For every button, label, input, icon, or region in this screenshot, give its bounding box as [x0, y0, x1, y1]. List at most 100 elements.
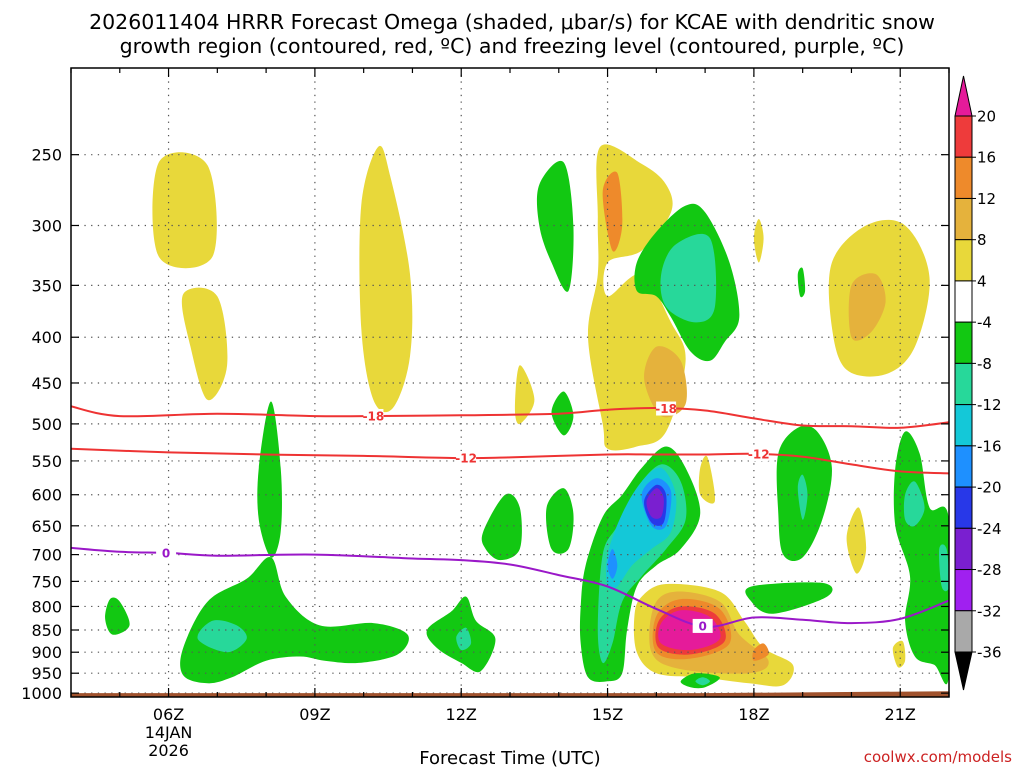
omega-region-neg8 — [456, 627, 472, 651]
omega-region-neg8 — [695, 677, 710, 686]
contour-label-bg — [692, 618, 713, 633]
y-tick-label: 1000 — [21, 684, 62, 703]
contour-label-bg — [456, 451, 477, 466]
x-axis-label: Forecast Time (UTC) — [419, 748, 600, 768]
colorbar-label: 16 — [977, 149, 996, 167]
contour-label-bg — [156, 545, 177, 560]
contour-dendritic-bottom — [71, 447, 949, 475]
contour-label: -12 — [455, 452, 477, 466]
y-tick-label: 250 — [31, 146, 62, 165]
colorbar-swatch — [954, 610, 973, 653]
y-axis: 250 300 350 400 450 500 550 600 650 700 750 800 850 9… — [21, 146, 949, 703]
omega-region-4 — [753, 219, 764, 263]
y-tick-label: 800 — [31, 597, 62, 616]
omega-region-neg8 — [903, 481, 925, 527]
omega-region-4 — [698, 455, 716, 504]
y-tick-label: 350 — [31, 276, 62, 295]
y-tick-label: 700 — [31, 546, 62, 565]
omega-region-12 — [602, 171, 623, 252]
contour-freezing-level — [71, 546, 949, 628]
colorbar-label: -36 — [977, 644, 1002, 662]
omega-region-neg4 — [536, 160, 574, 292]
colorbar-swatch — [954, 569, 973, 612]
omega-region-12 — [752, 643, 769, 661]
y-tick-label: 850 — [31, 621, 62, 640]
omega-region-neg4 — [797, 267, 806, 298]
y-tick-label: 500 — [31, 415, 62, 434]
omega-region-4 — [152, 152, 217, 269]
chart-title-line2: growth region (contoured, red, ºC) and f… — [120, 34, 905, 58]
y-tick-label: 300 — [31, 216, 62, 235]
y-tick-label: 900 — [31, 643, 62, 662]
x-year-label: 2026 — [148, 741, 189, 760]
colorbar-swatch — [954, 156, 973, 199]
colorbar-bottom-arrow — [954, 651, 973, 691]
colorbar-label: -24 — [977, 520, 1002, 538]
colorbar-label: 20 — [977, 108, 996, 126]
x-tick-label: 12Z — [446, 705, 477, 724]
omega-region-neg4 — [545, 488, 574, 554]
colorbar-label: -12 — [977, 396, 1002, 414]
colorbar-swatch — [954, 404, 973, 447]
y-tick-label: 600 — [31, 486, 62, 505]
omega-shading — [105, 144, 949, 689]
omega-region-4 — [892, 640, 906, 668]
x-tick-label: 15Z — [592, 705, 623, 724]
omega-region-neg24 — [646, 488, 664, 519]
contour-label-bg — [656, 401, 677, 416]
colorbar-swatch — [954, 486, 973, 529]
y-tick-label: 400 — [31, 328, 62, 347]
contour-label: 0 — [698, 619, 706, 633]
chart-title-line1: 2026011404 HRRR Forecast Omega (shaded, … — [89, 10, 935, 34]
colorbar-swatch — [954, 321, 973, 364]
x-tick-label: 21Z — [885, 705, 916, 724]
colorbar-label: -32 — [977, 602, 1002, 620]
y-tick-label: 750 — [31, 572, 62, 591]
colorbar-swatch — [954, 527, 973, 571]
plot-area: -18 -18 -12 -12 0 0 — [71, 68, 949, 697]
omega-region-4 — [846, 507, 867, 574]
colorbar-label: -28 — [977, 561, 1002, 579]
omega-region-4 — [514, 365, 535, 425]
colorbar-top-arrow — [954, 75, 973, 117]
y-tick-label: 450 — [31, 374, 62, 393]
omega-region-neg8 — [939, 544, 949, 592]
omega-region-8 — [848, 273, 886, 341]
contour-label: -18 — [655, 402, 677, 416]
y-tick-label: 650 — [31, 517, 62, 536]
colorbar-label: 8 — [977, 231, 987, 249]
x-date-label: 14JAN — [145, 723, 193, 742]
colorbar-label: -20 — [977, 479, 1002, 497]
omega-region-8 — [644, 346, 687, 418]
colorbar-label: 12 — [977, 190, 996, 208]
x-tick-label: 09Z — [299, 705, 330, 724]
colorbar-label: 4 — [977, 272, 987, 290]
x-tick-label: 18Z — [738, 705, 769, 724]
omega-region-neg4 — [180, 557, 409, 684]
colorbar-swatch — [954, 445, 973, 488]
omega-region-neg4 — [745, 582, 833, 614]
credit-text: coolwx.com/models — [864, 748, 1012, 766]
temperature-contours: -18 -18 -12 -12 0 0 — [71, 401, 949, 633]
colorbar: 20 16 12 8 4 -4 -8 -12 -16 -20 -24 -28 -32 -36 — [954, 75, 1002, 691]
contour-label: -18 — [363, 409, 385, 423]
omega-region-neg4 — [105, 597, 130, 635]
contour-label: 0 — [162, 546, 170, 560]
contour-dendritic-top — [71, 405, 949, 429]
contour-label-bg — [363, 408, 384, 423]
omega-region-neg8 — [660, 233, 717, 323]
omega-region-neg8 — [197, 620, 247, 653]
contour-label-bg — [748, 447, 769, 462]
omega-region-neg16 — [607, 549, 618, 579]
colorbar-label: -4 — [977, 314, 992, 332]
y-tick-label: 550 — [31, 452, 62, 471]
colorbar-swatch — [954, 280, 973, 323]
colorbar-swatch — [954, 239, 973, 282]
x-tick-label: 06Z — [153, 705, 184, 724]
colorbar-swatch — [954, 115, 973, 158]
colorbar-label: -8 — [977, 355, 992, 373]
omega-region-neg8 — [797, 474, 808, 520]
colorbar-label: -16 — [977, 437, 1002, 455]
